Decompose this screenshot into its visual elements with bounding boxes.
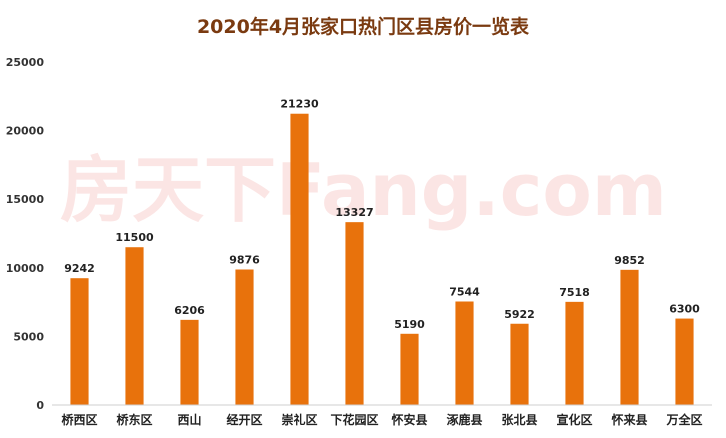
data-label: 7518	[559, 286, 590, 299]
bar	[455, 301, 474, 405]
data-label: 5190	[394, 318, 425, 331]
data-label: 21230	[280, 98, 319, 111]
x-tick-label: 万全区	[665, 412, 702, 427]
x-tick-label: 桥西区	[61, 412, 97, 427]
x-axis: 桥西区 桥东区 西山 经开区 崇礼区 下花园区 怀安县 涿鹿县 张北县 宣化区 怀来县 万全区	[52, 404, 712, 427]
bar	[345, 222, 364, 405]
x-tick-label: 西山	[177, 412, 201, 427]
bar	[125, 247, 144, 405]
x-tick-label: 宣化区	[556, 412, 592, 427]
data-label: 6206	[174, 304, 205, 317]
bar	[400, 333, 419, 405]
x-tick-label: 崇礼区	[281, 412, 317, 427]
y-tick-label: 5000	[13, 330, 44, 343]
x-tick-label: 桥东区	[116, 412, 152, 427]
bar	[675, 318, 694, 405]
chart-title: 2020年4月张家口热门区县房价一览表	[197, 15, 530, 38]
data-label: 9876	[229, 254, 260, 267]
y-axis: 0 5000 10000 15000 20000 25000	[6, 56, 45, 412]
data-label: 5922	[504, 308, 535, 321]
data-label: 9242	[64, 262, 95, 275]
y-tick-label: 15000	[6, 193, 45, 206]
bar	[180, 319, 199, 405]
y-tick-label: 10000	[6, 262, 45, 275]
data-label: 7544	[449, 285, 480, 298]
bar	[290, 113, 309, 406]
x-tick-label: 涿鹿县	[446, 412, 482, 427]
watermark-text: 房天下Fang.com	[60, 148, 667, 232]
bar	[235, 269, 254, 405]
x-tick-label: 下花园区	[330, 412, 378, 427]
y-tick-label: 0	[36, 399, 44, 412]
x-tick-label: 怀来县	[611, 412, 647, 427]
bar	[620, 269, 639, 405]
y-tick-label: 25000	[6, 56, 45, 69]
data-label: 13327	[335, 206, 373, 219]
x-tick-label: 怀安县	[391, 412, 427, 427]
bars-group: 9242 11500 6206 9876 21230 13327 5190 7544 5922 7…	[64, 98, 700, 406]
bar	[70, 278, 89, 405]
data-label: 6300	[669, 303, 700, 316]
data-label: 9852	[614, 254, 645, 267]
y-tick-label: 20000	[6, 125, 45, 138]
x-tick-label: 张北县	[501, 412, 537, 427]
bar	[565, 301, 584, 405]
x-tick-label: 经开区	[226, 412, 262, 427]
bar	[510, 323, 529, 405]
data-label: 11500	[115, 231, 154, 244]
